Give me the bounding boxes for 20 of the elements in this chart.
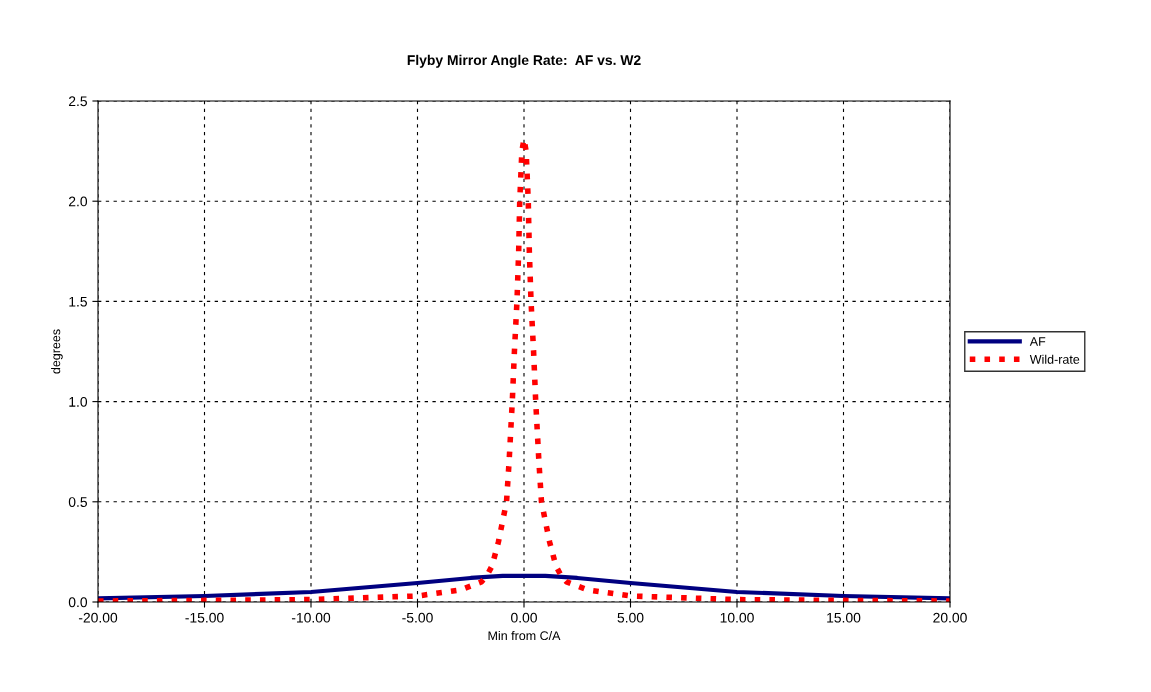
legend-label: AF: [1029, 337, 1046, 346]
chart-title: Flyby Mirror Angle Rate: AF vs. W2: [407, 54, 641, 68]
x-axis-title: Min from C/A: [488, 630, 561, 641]
y-tick-label: 2.5: [68, 96, 87, 107]
y-tick-label: 1.0: [69, 396, 88, 407]
x-tick-label: 15.00: [827, 612, 861, 623]
y-tick-label: 1.5: [69, 296, 87, 307]
x-tick-label: 20.00: [933, 612, 967, 623]
x-tick-label: -20.00: [78, 612, 118, 623]
legend-label: Wild-rate: [1029, 354, 1080, 364]
y-tick-label: 0.5: [68, 497, 87, 507]
x-tick-label: -5.00: [402, 612, 433, 623]
y-axis-title: degrees: [51, 329, 63, 374]
x-tick-label: -10.00: [291, 612, 331, 623]
x-tick-label: 10.00: [720, 612, 754, 623]
x-tick-label: 0.00: [511, 612, 537, 623]
x-tick-label: -15.00: [185, 612, 224, 623]
x-tick-label: 5.00: [617, 612, 644, 623]
y-tick-label: 2.0: [68, 196, 88, 207]
y-tick-label: 0.0: [68, 597, 88, 608]
